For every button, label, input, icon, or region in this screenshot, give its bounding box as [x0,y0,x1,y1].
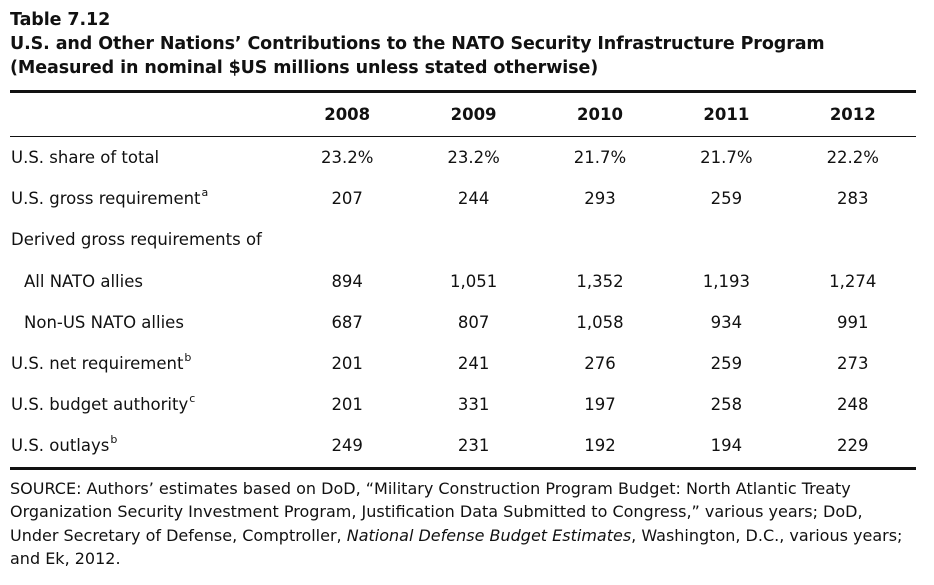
table-cell: 934 [710,312,743,332]
source-text: SOURCE: Authors’ estimates based on DoD,… [10,478,863,545]
table-row: U.S. share of total 23.2% 23.2% 21.7% 21.7% 2… [10,137,916,178]
table-page: Table 7.12 U.S. and Other Nations’ Contr… [10,8,916,571]
table-cell: 276 [584,354,616,374]
row-label-text: U.S. outlays [11,436,110,456]
table-cell: 244 [457,189,490,209]
table-cell: 207 [331,189,363,209]
table-cell: 331 [457,395,490,415]
table-cell: 231 [457,436,490,456]
data-table: 2008 2009 2010 2011 2012 U.S. share of t… [10,93,916,467]
row-label: U.S. net requirementb [10,343,284,384]
table-cell: 241 [457,354,490,374]
table-row: All NATO allies 894 1,051 1,352 1,193 1,274 [10,261,916,302]
table-cell [284,219,410,260]
row-label: All NATO allies [10,261,284,302]
table-cell: 194 [710,436,743,456]
table-cell: 229 [837,436,869,456]
row-label: U.S. share of total [10,137,284,178]
row-label-text: All NATO allies [24,271,143,291]
table-cell: 1,352 [576,271,624,291]
column-header: 2008 [324,105,371,124]
table-cell: 192 [584,436,616,456]
table-cell [537,219,663,260]
table-cell: 1,051 [449,271,498,291]
table-subtitle: (Measured in nominal $US millions unless… [10,58,599,78]
table-cell: 273 [837,354,869,374]
table-cell: 807 [457,312,490,332]
table-cell: 21.7% [573,148,627,168]
table-cell: 1,058 [576,312,624,332]
table-title: U.S. and Other Nations’ Contributions to… [10,34,825,54]
table-cell [410,219,536,260]
table-cell: 687 [331,312,363,332]
row-label-text: Derived gross requirements of [11,230,262,250]
table-row: U.S. net requirementb 201 241 276 259 273 [10,343,916,384]
table-caption: Table 7.12 U.S. and Other Nations’ Contr… [10,8,916,80]
table-cell: 258 [710,395,743,415]
table-cell: 259 [710,189,743,209]
footnote-marker: c [189,392,196,406]
column-header: 2009 [450,105,497,124]
table-cell: 23.2% [320,148,374,168]
table-cell: 201 [331,354,363,374]
header-divider-row [10,136,916,137]
table-cell: 248 [837,395,869,415]
table-row: U.S. budget authorityc 201 331 197 258 248 [10,384,916,425]
table-cell: 197 [584,395,616,415]
table-cell: 21.7% [700,148,753,168]
row-label: U.S. gross requirementa [10,178,284,219]
table-cell: 894 [331,271,363,291]
table-cell: 249 [331,436,363,456]
table-cell [663,219,789,260]
row-label-text: U.S. net requirement [11,354,184,374]
table-cell: 283 [837,189,869,209]
row-label-text: Non-US NATO allies [24,312,184,332]
bottom-rule [10,466,916,470]
footnote-marker: b [110,433,118,447]
table-row: Non-US NATO allies 687 807 1,058 934 991 [10,302,916,343]
table-row: Derived gross requirements of [10,219,916,260]
row-label-text: U.S. share of total [11,148,160,168]
table-cell: 259 [710,354,743,374]
row-label-text: U.S. gross requirement [11,189,201,209]
table-cell: 1,193 [702,271,750,291]
row-label: Derived gross requirements of [10,219,284,260]
table-cell [790,219,916,260]
source-italic-title: National Defense Budget Estimates [346,525,632,545]
table-cell: 293 [584,189,616,209]
row-label: U.S. budget authorityc [10,384,284,425]
table-cell: 991 [837,312,869,332]
table-row: U.S. gross requirementa 207 244 293 259 283 [10,178,916,219]
header-divider [10,136,916,137]
table-cell: 1,274 [829,271,877,291]
column-header: 2010 [577,105,623,124]
footnote-marker: b [184,351,192,365]
footnote-marker: a [201,186,209,200]
column-header: 2012 [829,105,876,124]
top-rule [10,90,916,93]
table-row: U.S. outlaysb 249 231 192 194 229 [10,425,916,466]
source-note: SOURCE: Authors’ estimates based on DoD,… [10,477,916,571]
table-cell: 22.2% [826,148,879,168]
header-blank [10,93,284,136]
source-text-end: , Washington, D.C., various years; and E… [10,525,903,569]
row-label: Non-US NATO allies [10,302,284,343]
column-header: 2011 [703,105,750,124]
table-cell: 201 [331,395,363,415]
table-number: Table 7.12 [10,10,111,30]
header-row: 2008 2009 2010 2011 2012 [10,93,916,136]
row-label-text: U.S. budget authority [11,395,189,415]
row-label: U.S. outlaysb [10,425,284,466]
table-cell: 23.2% [447,148,500,168]
